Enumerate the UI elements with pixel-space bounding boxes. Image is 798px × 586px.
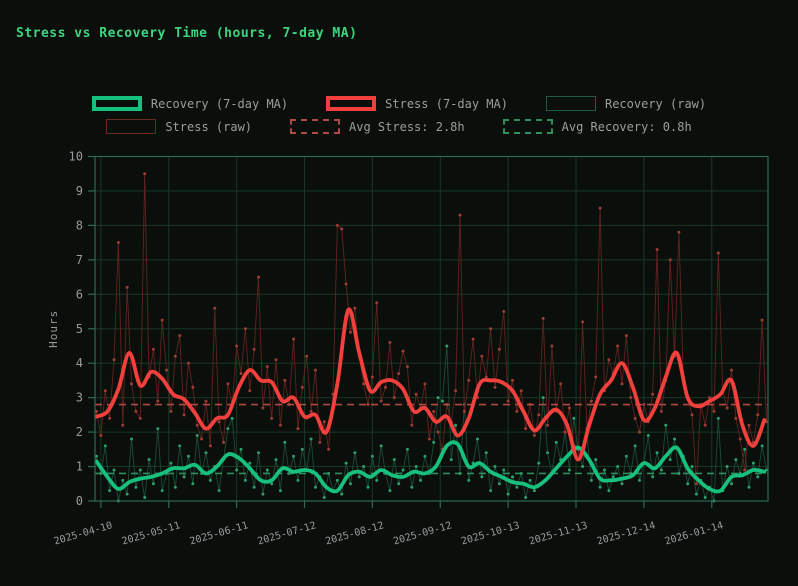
legend-label-avg-stress: Avg Stress: 2.8h <box>349 119 465 134</box>
avg-recovery-swatch-icon <box>502 119 553 134</box>
legend-item-avg-stress: Avg Stress: 2.8h <box>290 119 465 134</box>
legend-item-avg-recovery: Avg Recovery: 0.8h <box>502 119 692 134</box>
y-tick-label: 4 <box>76 356 83 370</box>
legend-item-stress-ma: Stress (7-day MA) <box>326 96 508 111</box>
legend-label-stress-raw: Stress (raw) <box>165 119 253 134</box>
recovery-raw-swatch-icon <box>545 96 596 111</box>
x-tick-label: 2025-11-13 <box>528 520 589 547</box>
legend: Recovery (7-day MA) Stress (7-day MA) Re… <box>0 96 798 134</box>
legend-row-2: Stress (raw) Avg Stress: 2.8h Avg Recove… <box>106 119 692 134</box>
x-tick-label: 2025-07-12 <box>256 520 317 547</box>
stress-raw-swatch-icon <box>106 119 157 134</box>
legend-label-recovery-raw: Recovery (raw) <box>604 96 707 111</box>
y-tick-label: 1 <box>76 460 83 474</box>
page-title: Stress vs Recovery Time (hours, 7-day MA… <box>16 26 358 41</box>
x-tick-label: 2025-12-14 <box>596 520 657 547</box>
series-recovery-7-day-ma <box>94 440 767 494</box>
series-stress-7-day-ma <box>94 307 767 462</box>
y-tick-label: 6 <box>76 287 83 301</box>
y-tick-label: 9 <box>76 184 83 198</box>
x-tick-label: 2025-08-12 <box>324 520 385 547</box>
legend-label-avg-recovery: Avg Recovery: 0.8h <box>561 119 692 134</box>
y-tick-label: 3 <box>76 391 83 405</box>
y-tick-label: 0 <box>76 494 83 508</box>
series-stress-raw <box>95 172 768 486</box>
x-tick-label: 2025-06-11 <box>189 520 250 547</box>
legend-item-recovery-raw: Recovery (raw) <box>545 96 707 111</box>
y-tick-label: 7 <box>76 253 83 267</box>
legend-label-recovery-ma: Recovery (7-day MA) <box>150 96 289 111</box>
legend-label-stress-ma: Stress (7-day MA) <box>385 96 508 111</box>
x-tick-label: 2026-01-14 <box>664 520 725 547</box>
plot-border <box>94 155 769 502</box>
legend-item-stress-raw: Stress (raw) <box>106 119 252 134</box>
legend-row-1: Recovery (7-day MA) Stress (7-day MA) Re… <box>91 96 707 111</box>
y-axis: 0 1 2 3 4 5 6 7 8 9 10 Hours <box>47 150 95 508</box>
stress-ma-swatch-icon <box>326 96 377 111</box>
recovery-ma-swatch-icon <box>91 96 142 111</box>
avg-stress-swatch-icon <box>290 119 341 134</box>
x-axis: 2025-04-10 2025-05-11 2025-06-11 2025-07-12… <box>53 501 725 547</box>
x-tick-label: 2025-05-11 <box>121 520 182 547</box>
y-tick-label: 8 <box>76 218 83 232</box>
y-tick-label: 10 <box>69 150 83 164</box>
legend-item-recovery-ma: Recovery (7-day MA) <box>91 96 289 111</box>
x-tick-label: 2025-04-10 <box>53 520 114 547</box>
y-tick-label: 5 <box>76 322 83 336</box>
y-tick-label: 2 <box>76 425 83 439</box>
x-tick-label: 2025-09-12 <box>392 520 453 547</box>
x-tick-label: 2025-10-13 <box>460 520 521 547</box>
y-axis-title: Hours <box>47 310 60 348</box>
